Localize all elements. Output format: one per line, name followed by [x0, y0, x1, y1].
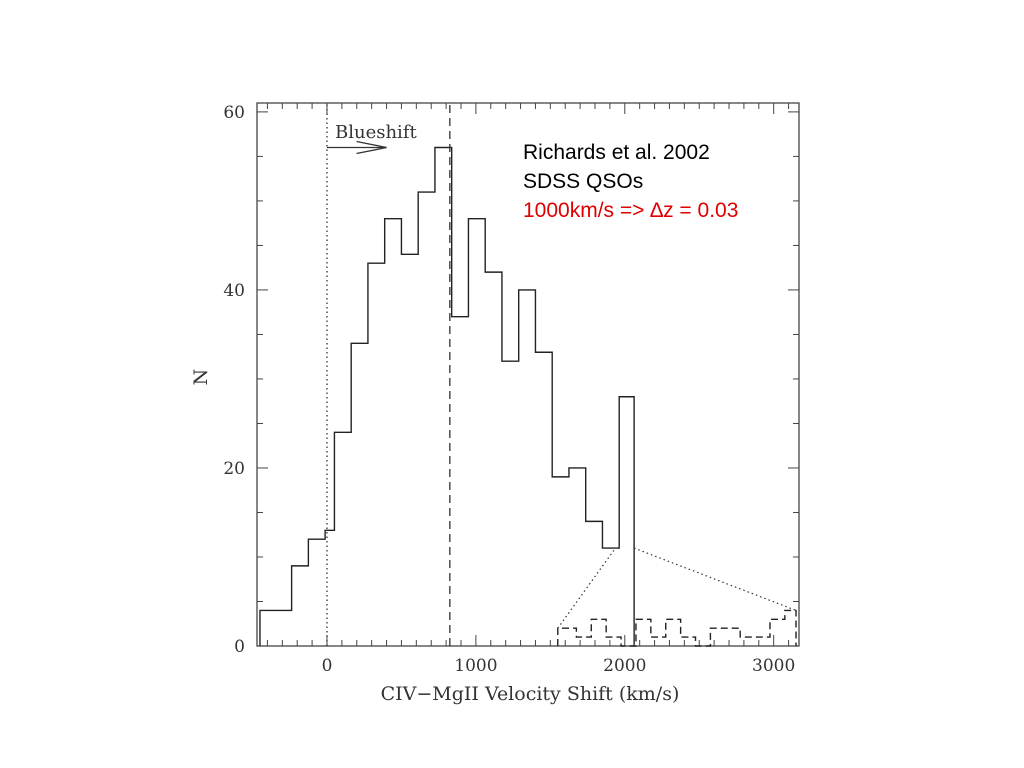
dashed-histogram-bar — [591, 619, 606, 646]
x-tick-label: 0 — [322, 656, 333, 676]
dashed-histogram-bar — [755, 637, 770, 646]
inset-connector-line — [557, 547, 616, 629]
histogram-bar — [485, 272, 502, 646]
histogram-bar — [401, 254, 418, 646]
histogram-bar — [519, 290, 536, 646]
dashed-histogram-bar — [740, 637, 755, 646]
dashed-histogram-bar — [681, 637, 696, 646]
plot-frame — [256, 102, 800, 647]
plot-area: 0 1000 2000 3000 0 20 40 60 — [223, 102, 800, 676]
dashed-histogram-bar — [651, 637, 666, 646]
histogram-bar — [308, 539, 325, 646]
annotation-sample: SDSS QSOs — [523, 170, 644, 193]
y-tick-label: 20 — [223, 459, 245, 479]
histogram-bar — [452, 317, 469, 646]
histogram-bar — [325, 530, 334, 646]
histogram-bar — [552, 477, 569, 646]
dashed-histogram-bar — [636, 619, 651, 646]
histogram-bar — [502, 361, 519, 646]
dashed-histogram-bar — [666, 619, 681, 646]
inset-connector-line — [633, 547, 797, 611]
dashed-histogram-bar — [710, 628, 725, 646]
y-axis-label: N — [190, 369, 212, 386]
blueshift-label: Blueshift — [335, 122, 417, 143]
annotation-citation: Richards et al. 2002 — [523, 141, 710, 164]
histogram-bar — [368, 263, 385, 646]
dashed-histogram-bar — [770, 619, 785, 646]
x-tick-label: 1000 — [454, 656, 497, 676]
x-tick-label: 2000 — [603, 656, 646, 676]
histogram-bar — [351, 343, 368, 646]
histogram-bar — [418, 192, 435, 646]
dashed-histogram-bar — [606, 637, 621, 646]
dashed-histogram-bar — [785, 610, 796, 646]
blueshift-arrow-head — [356, 140, 387, 155]
histogram-bar — [569, 468, 586, 646]
histogram-bar — [385, 219, 402, 646]
histogram-bar — [292, 566, 309, 646]
histogram-bar — [260, 610, 292, 646]
y-tick-label: 60 — [223, 103, 245, 123]
histogram-bar — [334, 432, 351, 646]
annotation-conversion: 1000km/s => ∆z = 0.03 — [523, 199, 739, 222]
histogram-bar — [535, 352, 552, 646]
y-tick-label: 40 — [223, 281, 245, 301]
histogram-solid-series — [259, 146, 635, 646]
dashed-histogram-bar — [558, 628, 577, 646]
histogram-bar — [619, 397, 634, 646]
x-axis-label: CIV−MgII Velocity Shift (km/s) — [381, 683, 680, 705]
x-tick-label: 3000 — [752, 656, 795, 676]
dashed-histogram-bar — [576, 637, 591, 646]
histogram-bar — [435, 148, 452, 646]
dashed-histogram-bar — [725, 628, 740, 646]
histogram-bar — [468, 219, 485, 646]
y-tick-label: 0 — [234, 637, 245, 657]
annotation-block: Richards et al. 2002 SDSS QSOs 1000km/s … — [523, 138, 738, 225]
histogram-dashed-series — [557, 609, 797, 647]
